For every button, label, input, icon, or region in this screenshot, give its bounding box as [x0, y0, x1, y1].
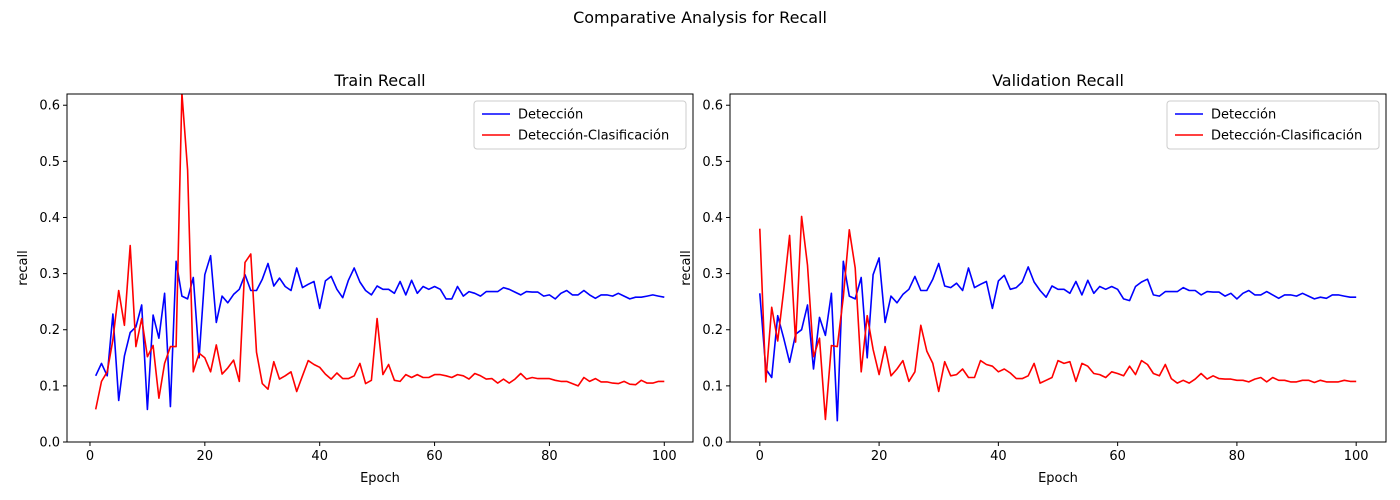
panel1-y-tick-label: 0.3	[39, 267, 60, 282]
panel2-legend: Detección Detección-Clasificación	[1166, 100, 1380, 150]
panel1-y-tick-label: 0.0	[39, 436, 60, 451]
figure-suptitle: Comparative Analysis for Recall	[573, 8, 827, 27]
panel1-legend-box	[473, 100, 687, 150]
panel2-title: Validation Recall	[992, 71, 1124, 90]
panel2-y-tick-label: 0.6	[702, 99, 723, 114]
panel1-title: Train Recall	[333, 71, 425, 90]
panel2-legend-label-deteccion: Detección	[1211, 108, 1276, 123]
panel1-x-tick-label: 80	[541, 449, 558, 464]
panel1-axes: Train Recall 0 20 40 60 80 100 0.0 0.1 0.2 0.3 0.4 0…	[16, 71, 694, 486]
panel2-x-tick-label: 80	[1229, 449, 1246, 464]
panel1-legend-label-deteccion-clasificacion: Detección-Clasificación	[518, 129, 669, 144]
panel2-y-tick-label: 0.3	[702, 267, 723, 282]
panel2-x-tick-label: 20	[871, 449, 888, 464]
panel1-x-tick-label: 100	[652, 449, 677, 464]
panel1-y-axis-label: recall	[16, 250, 31, 285]
panel2-y-tick-label: 0.0	[702, 436, 723, 451]
panel1-series-line-deteccion-clasificacion	[94, 94, 665, 410]
panel2-axes: Validation Recall 0 20 40 60 80 100 0.0 0.1 0.2 0.…	[679, 71, 1387, 486]
panel1-x-tick-label: 60	[426, 449, 443, 464]
panel1-y-tick-label: 0.2	[39, 323, 60, 338]
panel2-series-line-deteccion-clasificacion	[759, 215, 1357, 421]
panel1-series-line-deteccion	[94, 254, 665, 411]
panel2-y-tick-label: 0.4	[702, 211, 723, 226]
panel1-x-tick-label: 20	[197, 449, 214, 464]
panel1-x-tick-label: 0	[86, 449, 94, 464]
panel2-x-tick-label: 0	[756, 449, 764, 464]
panel1-legend-label-deteccion: Detección	[518, 108, 583, 123]
panel2-y-tick-label: 0.1	[702, 379, 723, 394]
panel2-legend-label-deteccion-clasificacion: Detección-Clasificación	[1211, 129, 1362, 144]
panel2-x-tick-label: 40	[990, 449, 1007, 464]
panel2-series-line-deteccion	[759, 257, 1357, 422]
panel2-x-tick-label: 60	[1109, 449, 1126, 464]
panel1-x-axis-label: Epoch	[360, 471, 400, 486]
panel2-axes-frame	[729, 93, 1387, 443]
panel2-legend-box	[1166, 100, 1380, 150]
panel2-y-axis-label: recall	[679, 250, 694, 285]
panel1-x-tick-label: 40	[311, 449, 328, 464]
panel1-y-tick-label: 0.4	[39, 211, 60, 226]
panel1-y-tick-label: 0.6	[39, 99, 60, 114]
panel1-legend: Detección Detección-Clasificación	[473, 100, 687, 150]
panel2-x-tick-label: 100	[1344, 449, 1369, 464]
panel1-y-tick-label: 0.5	[39, 155, 60, 170]
panel1-y-tick-label: 0.1	[39, 379, 60, 394]
panel2-y-tick-label: 0.5	[702, 155, 723, 170]
panel1-axes-frame	[66, 93, 694, 443]
panel2-x-axis-label: Epoch	[1038, 471, 1078, 486]
panel2-y-tick-label: 0.2	[702, 323, 723, 338]
